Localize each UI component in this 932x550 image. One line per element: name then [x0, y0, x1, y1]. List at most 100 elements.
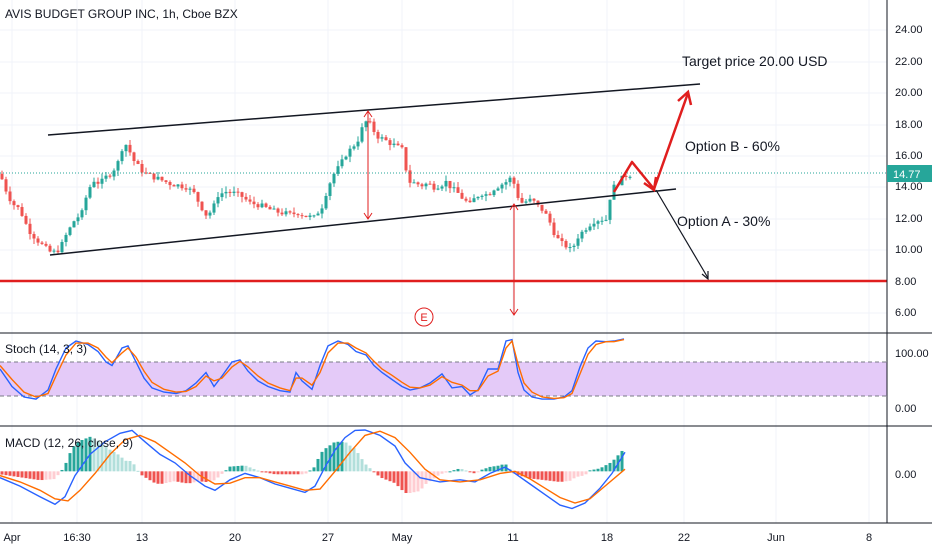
candle [89, 187, 92, 198]
macd-bar [385, 471, 388, 479]
candle [413, 182, 416, 183]
candle [33, 234, 36, 238]
candle [485, 194, 488, 196]
candle [201, 202, 204, 211]
macd-bar [393, 471, 396, 482]
candle [349, 149, 352, 157]
y-tick-label: 8.00 [895, 276, 916, 288]
macd-bar [125, 461, 128, 472]
x-tick-label: 27 [322, 532, 334, 544]
candle [61, 242, 64, 252]
candle [141, 164, 144, 173]
y-tick-label: 16.00 [895, 150, 923, 162]
candle [317, 214, 320, 216]
macd-bar [269, 471, 272, 473]
macd-bar [133, 464, 136, 471]
x-tick-label: 13 [136, 532, 148, 544]
annotation-option-a: Option A - 30% [677, 213, 770, 229]
macd-bar [13, 471, 16, 476]
macd-bar [553, 471, 556, 481]
candle [281, 213, 284, 215]
candle [473, 198, 476, 202]
candle [305, 216, 308, 217]
candle [117, 161, 120, 170]
macd-bar [129, 461, 132, 471]
candle [181, 184, 184, 188]
y-tick-label: 6.00 [895, 307, 916, 319]
candle [297, 214, 300, 215]
stoch-tick-label: 100.00 [895, 348, 929, 360]
candle [173, 185, 176, 186]
macd-bar [449, 471, 452, 472]
candle [229, 192, 232, 193]
candle [569, 247, 572, 248]
macd-bar [445, 471, 448, 472]
x-tick-label: 16:30 [63, 532, 91, 544]
candle [329, 183, 332, 196]
macd-bar [301, 471, 304, 474]
candle [421, 184, 424, 186]
candle [185, 188, 188, 189]
y-tick-label: 12.00 [895, 213, 923, 225]
y-tick-label: 18.00 [895, 119, 923, 131]
candle [585, 230, 588, 231]
candle [105, 176, 108, 179]
candle [597, 221, 600, 223]
candle [77, 217, 80, 221]
x-tick-label: 11 [507, 532, 518, 544]
candle [193, 189, 196, 192]
candle [357, 142, 360, 147]
macd-bar [341, 442, 344, 472]
candle [393, 144, 396, 145]
macd-bar [137, 471, 140, 472]
candle [429, 184, 432, 185]
macd-bar [277, 471, 280, 474]
macd-bar [581, 471, 584, 476]
y-tick-label: 20.00 [895, 87, 923, 99]
macd-bar [65, 463, 68, 471]
candle [133, 152, 136, 161]
macd-bar [389, 471, 392, 481]
macd-bar [361, 459, 364, 471]
macd-bar [425, 471, 428, 484]
candle [1, 174, 4, 179]
candle [541, 205, 544, 211]
stoch-tick-label: 0.00 [895, 403, 916, 415]
candle [93, 182, 96, 187]
candle [253, 202, 256, 205]
macd-bar [381, 471, 384, 478]
macd-tick-label: 0.00 [895, 469, 916, 481]
candle [125, 145, 128, 151]
x-tick-label: May [392, 532, 413, 544]
candle [245, 197, 248, 200]
macd-bar [533, 471, 536, 479]
candle [21, 207, 24, 216]
macd-bar [557, 471, 560, 481]
candle [525, 201, 528, 202]
candle [381, 137, 384, 138]
stoch-title: Stoch (14, 3, 3) [5, 342, 87, 356]
macd-title: MACD (12, 26, close, 9) [5, 436, 133, 450]
macd-bar [297, 471, 300, 474]
macd-bar [69, 453, 72, 471]
macd-bar [53, 471, 56, 479]
macd-bar [573, 471, 576, 478]
candle [289, 211, 292, 212]
macd-bar [437, 471, 440, 475]
candle [557, 235, 560, 238]
candle [301, 215, 304, 216]
candle [521, 198, 524, 203]
candle [333, 174, 336, 183]
x-tick-label: Apr [3, 532, 20, 544]
macd-bar [217, 471, 220, 477]
candle [17, 205, 20, 207]
macd-bar [461, 469, 464, 471]
macd-bar [113, 452, 116, 471]
candle [361, 127, 364, 141]
candle [533, 199, 536, 201]
candle [97, 182, 100, 184]
candle [65, 235, 68, 242]
candle [161, 177, 164, 181]
y-tick-label: 10.00 [895, 244, 923, 256]
